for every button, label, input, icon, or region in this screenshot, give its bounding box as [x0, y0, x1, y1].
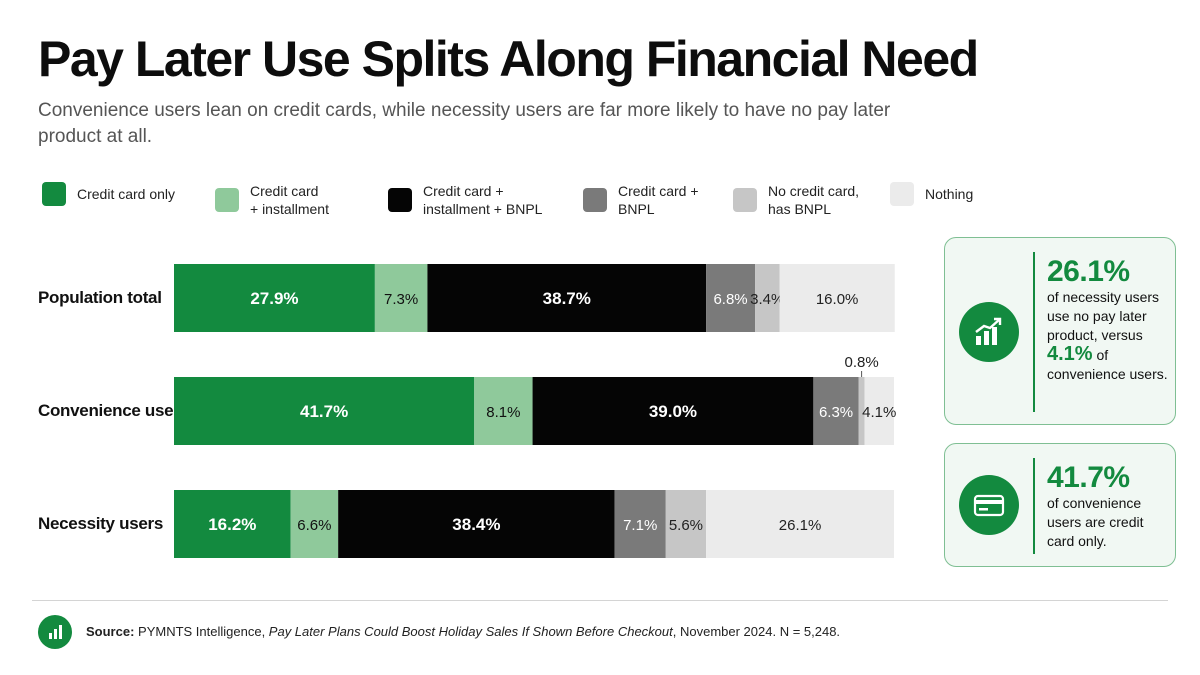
legend-swatch — [215, 188, 239, 212]
bar-segment — [174, 377, 475, 445]
legend-item-credit-card-installment-bnpl: Credit card + installment + BNPL — [388, 182, 542, 218]
bar-data-label: 7.3% — [384, 291, 418, 308]
bar-data-label: 38.7% — [543, 289, 591, 308]
callout-comparison: 4.1% of convenience users. — [1047, 343, 1173, 384]
bar-data-label: 26.1% — [779, 517, 822, 534]
row-label-population-total: Population total — [38, 288, 162, 307]
legend-label: Credit card + installment — [250, 183, 329, 217]
bar-data-label: 16.0% — [816, 291, 859, 308]
bar-segment — [474, 377, 533, 445]
callout-text: 26.1% of necessity users use no pay late… — [1047, 256, 1173, 384]
legend-label: Credit card only — [77, 186, 176, 202]
bar-data-label: 3.4% — [750, 291, 784, 308]
legend-label: Nothing — [925, 186, 974, 202]
callout-divider — [1033, 458, 1035, 554]
bar-data-label: 39.0% — [649, 402, 697, 421]
bar-data-label: 38.4% — [452, 515, 500, 534]
bar-chart-icon — [38, 615, 72, 649]
callout-mid-value: 4.1% — [1047, 343, 1093, 365]
callout-description: of convenience users are credit card onl… — [1047, 495, 1144, 549]
callout-description: of necessity users use no pay later prod… — [1047, 289, 1160, 343]
bar-data-label: 6.3% — [819, 404, 853, 421]
bar-segment — [290, 490, 339, 558]
legend-label: Credit card + BNPL — [618, 183, 699, 217]
legend-label: Credit card + installment + BNPL — [423, 183, 543, 217]
bar-data-label: 27.9% — [250, 289, 298, 308]
bar-segment — [706, 490, 894, 558]
bar-segment — [174, 264, 375, 332]
bar-segment — [614, 490, 666, 558]
legend-item-credit-card-bnpl: Credit card + BNPL — [583, 182, 699, 218]
bar-segment — [665, 490, 707, 558]
legend-swatch — [583, 188, 607, 212]
bar-data-label: 6.8% — [713, 291, 747, 308]
callout-text: 41.7% of convenience users are credit ca… — [1047, 462, 1173, 551]
bar-segment — [427, 264, 707, 332]
legend-label: No credit card, has BNPL — [768, 183, 860, 217]
bar-data-label: 7.1% — [623, 517, 657, 534]
bar-segment — [374, 264, 428, 332]
bar-segment — [779, 264, 895, 332]
bar-data-label: 41.7% — [300, 402, 348, 421]
legend-item-credit-card-installment: Credit card + installment — [215, 182, 329, 218]
bar-segment — [755, 264, 780, 332]
callout-tail: of convenience users. — [1047, 347, 1168, 382]
bar-segment — [864, 377, 894, 445]
bar-segment — [338, 490, 615, 558]
bar-data-label: 0.8% — [844, 354, 878, 371]
callout-big-value: 26.1% — [1047, 255, 1130, 288]
bar-data-label: 8.1% — [486, 404, 520, 421]
stacked-bar-chart: 27.9% 7.3% 38.7% 6.8% 3.4% 16.0% 41.7% 8.1% 39.0… — [174, 264, 896, 558]
bar-data-label: 5.6% — [669, 517, 703, 534]
bar-data-label: 16.2% — [208, 515, 256, 534]
source-note: Source: PYMNTS Intelligence, Pay Later P… — [86, 624, 840, 639]
chart-title: Pay Later Use Splits Along Financial Nee… — [38, 31, 979, 87]
row-label-convenience-users: Convenience users — [38, 401, 189, 420]
source-tail: , November 2024. N = 5,248. — [672, 624, 841, 639]
credit-card-icon — [959, 475, 1019, 535]
legend-swatch — [890, 182, 914, 206]
row-label-necessity-users: Necessity users — [38, 514, 163, 533]
bar-segment — [858, 377, 865, 445]
source-org: PYMNTS Intelligence, — [134, 624, 269, 639]
growth-chart-icon — [959, 302, 1019, 362]
source-label: Source: — [86, 624, 135, 639]
bar-segment — [706, 264, 756, 332]
footer-divider — [32, 600, 1168, 601]
bar-segment — [813, 377, 859, 445]
callout-necessity-nothing: 26.1% of necessity users use no pay late… — [944, 237, 1176, 425]
legend-item-nothing: Nothing — [890, 182, 973, 206]
legend-swatch — [388, 188, 412, 212]
callout-divider — [1033, 252, 1035, 412]
bar-data-label: 6.6% — [297, 517, 331, 534]
source-title: Pay Later Plans Could Boost Holiday Sale… — [268, 624, 673, 639]
bar-segment — [532, 377, 814, 445]
legend-item-no-credit-card-bnpl: No credit card, has BNPL — [733, 182, 859, 218]
bar-data-label: 4.1% — [862, 404, 896, 421]
callout-big-value: 41.7% — [1047, 461, 1130, 494]
legend-swatch — [42, 182, 66, 206]
callout-convenience-credit-card: 41.7% of convenience users are credit ca… — [944, 443, 1176, 567]
legend-item-credit-card-only: Credit card only — [42, 182, 175, 206]
legend-swatch — [733, 188, 757, 212]
chart-subtitle: Convenience users lean on credit cards, … — [38, 100, 891, 147]
bar-segment — [174, 490, 291, 558]
